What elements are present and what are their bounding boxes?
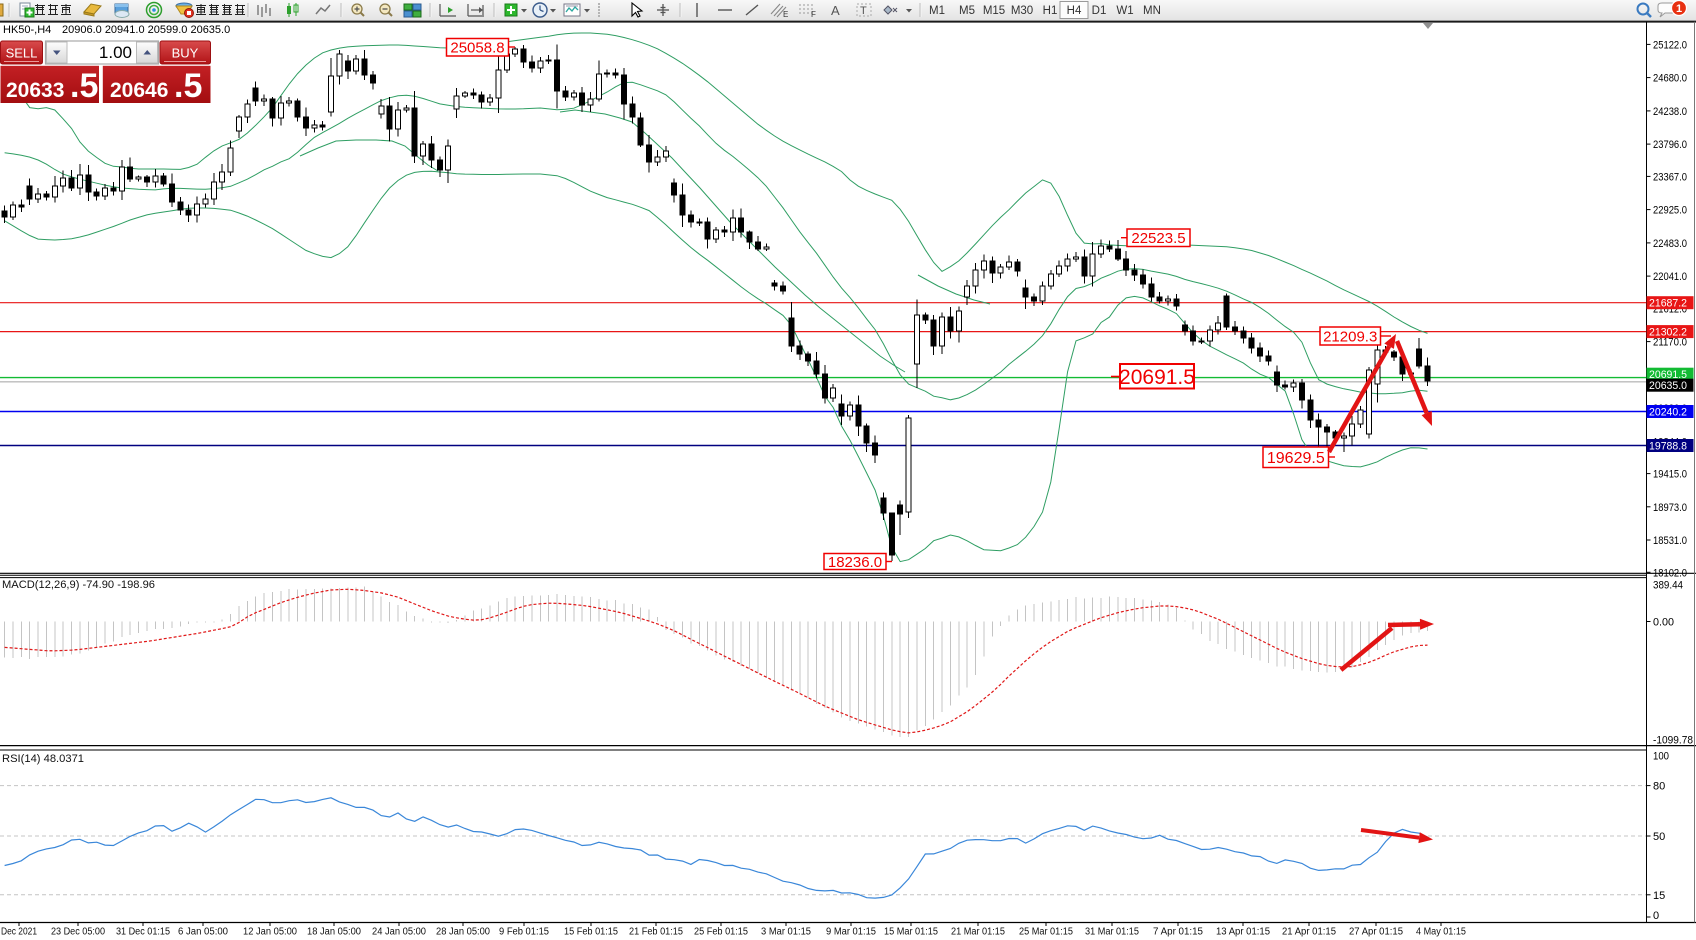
svg-text:-1099.78: -1099.78 bbox=[1653, 735, 1693, 747]
svg-text:20646: 20646 bbox=[110, 79, 168, 102]
svg-text:E: E bbox=[783, 10, 788, 19]
svg-text:20906.0 20941.0 20599.0 20635.: 20906.0 20941.0 20599.0 20635.0 bbox=[62, 24, 230, 36]
svg-text:3 Mar 01:15: 3 Mar 01:15 bbox=[761, 927, 811, 938]
svg-text:Dec 2021: Dec 2021 bbox=[1, 927, 37, 938]
svg-text:19629.5: 19629.5 bbox=[1267, 450, 1325, 467]
svg-text:23367.0: 23367.0 bbox=[1653, 171, 1687, 183]
svg-text:21 Feb 01:15: 21 Feb 01:15 bbox=[629, 927, 683, 938]
svg-text:H1: H1 bbox=[1043, 5, 1058, 17]
svg-text:19788.8: 19788.8 bbox=[1649, 441, 1687, 453]
svg-text:1.00: 1.00 bbox=[99, 43, 132, 62]
svg-text:15 Feb 01:15: 15 Feb 01:15 bbox=[564, 927, 618, 938]
svg-text:20691.5: 20691.5 bbox=[1119, 366, 1195, 389]
svg-text:25 Feb 01:15: 25 Feb 01:15 bbox=[694, 927, 748, 938]
svg-text:H4: H4 bbox=[1067, 5, 1082, 17]
svg-text:21170.0: 21170.0 bbox=[1653, 337, 1687, 349]
svg-text:18102.0: 18102.0 bbox=[1653, 567, 1687, 579]
svg-text:18973.0: 18973.0 bbox=[1653, 502, 1687, 514]
svg-text:25122.0: 25122.0 bbox=[1653, 39, 1687, 51]
svg-text:389.44: 389.44 bbox=[1653, 580, 1683, 592]
svg-text:D1: D1 bbox=[1092, 5, 1107, 17]
svg-text:13 Apr 01:15: 13 Apr 01:15 bbox=[1216, 927, 1270, 938]
svg-text:BUY: BUY bbox=[172, 46, 199, 61]
svg-text:31 Mar 01:15: 31 Mar 01:15 bbox=[1085, 927, 1139, 938]
svg-text:MACD(12,26,9) -74.90 -198.96: MACD(12,26,9) -74.90 -198.96 bbox=[2, 579, 155, 591]
svg-text:22523.5: 22523.5 bbox=[1131, 230, 1185, 247]
svg-text:21 Apr 01:15: 21 Apr 01:15 bbox=[1282, 927, 1336, 938]
svg-text:20240.2: 20240.2 bbox=[1649, 407, 1687, 419]
svg-text:20633: 20633 bbox=[6, 79, 64, 102]
svg-text:28 Jan 05:00: 28 Jan 05:00 bbox=[436, 927, 490, 938]
svg-text:W1: W1 bbox=[1116, 5, 1133, 17]
svg-text:9 Feb 01:15: 9 Feb 01:15 bbox=[499, 927, 549, 938]
svg-text:.5: .5 bbox=[174, 67, 202, 105]
svg-text:25058.8: 25058.8 bbox=[450, 40, 504, 57]
svg-text:6 Jan 05:00: 6 Jan 05:00 bbox=[178, 927, 228, 938]
svg-text:21209.3: 21209.3 bbox=[1323, 328, 1377, 345]
svg-text:T: T bbox=[860, 5, 867, 17]
svg-text:22925.0: 22925.0 bbox=[1653, 205, 1687, 217]
svg-text:18 Jan 05:00: 18 Jan 05:00 bbox=[307, 927, 361, 938]
svg-text:21687.2: 21687.2 bbox=[1649, 298, 1687, 310]
svg-text:18236.0: 18236.0 bbox=[828, 554, 882, 571]
svg-text:100: 100 bbox=[1653, 751, 1669, 763]
svg-text:9 Mar 01:15: 9 Mar 01:15 bbox=[826, 927, 876, 938]
svg-text:21302.2: 21302.2 bbox=[1649, 327, 1687, 339]
svg-text:MN: MN bbox=[1143, 5, 1161, 17]
svg-text:0.00: 0.00 bbox=[1653, 617, 1674, 629]
svg-text:24238.0: 24238.0 bbox=[1653, 106, 1687, 118]
svg-text:50: 50 bbox=[1653, 831, 1665, 843]
svg-text:21 Mar 01:15: 21 Mar 01:15 bbox=[951, 927, 1005, 938]
svg-text:19415.0: 19415.0 bbox=[1653, 469, 1687, 481]
svg-text:15 Mar 01:15: 15 Mar 01:15 bbox=[884, 927, 938, 938]
svg-text:80: 80 bbox=[1653, 781, 1665, 793]
svg-text:24680.0: 24680.0 bbox=[1653, 73, 1687, 85]
svg-text:18531.0: 18531.0 bbox=[1653, 535, 1687, 547]
svg-text:HK50-,H4: HK50-,H4 bbox=[3, 24, 51, 36]
svg-text:31 Dec 01:15: 31 Dec 01:15 bbox=[116, 927, 170, 938]
svg-text:7 Apr 01:15: 7 Apr 01:15 bbox=[1153, 927, 1203, 938]
svg-text:20635.0: 20635.0 bbox=[1649, 380, 1687, 392]
svg-text:20691.5: 20691.5 bbox=[1649, 369, 1687, 381]
svg-text:F: F bbox=[811, 10, 816, 19]
svg-text:0: 0 bbox=[1653, 910, 1659, 922]
svg-text:15: 15 bbox=[1653, 890, 1665, 902]
svg-text:M1: M1 bbox=[929, 5, 945, 17]
svg-text:12 Jan 05:00: 12 Jan 05:00 bbox=[243, 927, 297, 938]
svg-text:A: A bbox=[831, 3, 840, 18]
svg-text:RSI(14) 48.0371: RSI(14) 48.0371 bbox=[2, 753, 84, 765]
svg-text:25 Mar 01:15: 25 Mar 01:15 bbox=[1019, 927, 1073, 938]
svg-text:23796.0: 23796.0 bbox=[1653, 139, 1687, 151]
svg-text:M15: M15 bbox=[983, 5, 1005, 17]
svg-text:SELL: SELL bbox=[6, 46, 38, 61]
svg-text:22483.0: 22483.0 bbox=[1653, 238, 1687, 250]
svg-text:M30: M30 bbox=[1011, 5, 1033, 17]
svg-text:4 May 01:15: 4 May 01:15 bbox=[1416, 927, 1466, 938]
svg-text:27 Apr 01:15: 27 Apr 01:15 bbox=[1349, 927, 1403, 938]
svg-text:23 Dec 05:00: 23 Dec 05:00 bbox=[51, 927, 105, 938]
svg-text:1: 1 bbox=[1676, 3, 1682, 15]
svg-text:22041.0: 22041.0 bbox=[1653, 271, 1687, 283]
svg-text:M5: M5 bbox=[959, 5, 975, 17]
svg-text:24 Jan 05:00: 24 Jan 05:00 bbox=[372, 927, 426, 938]
svg-text:.5: .5 bbox=[70, 67, 98, 105]
